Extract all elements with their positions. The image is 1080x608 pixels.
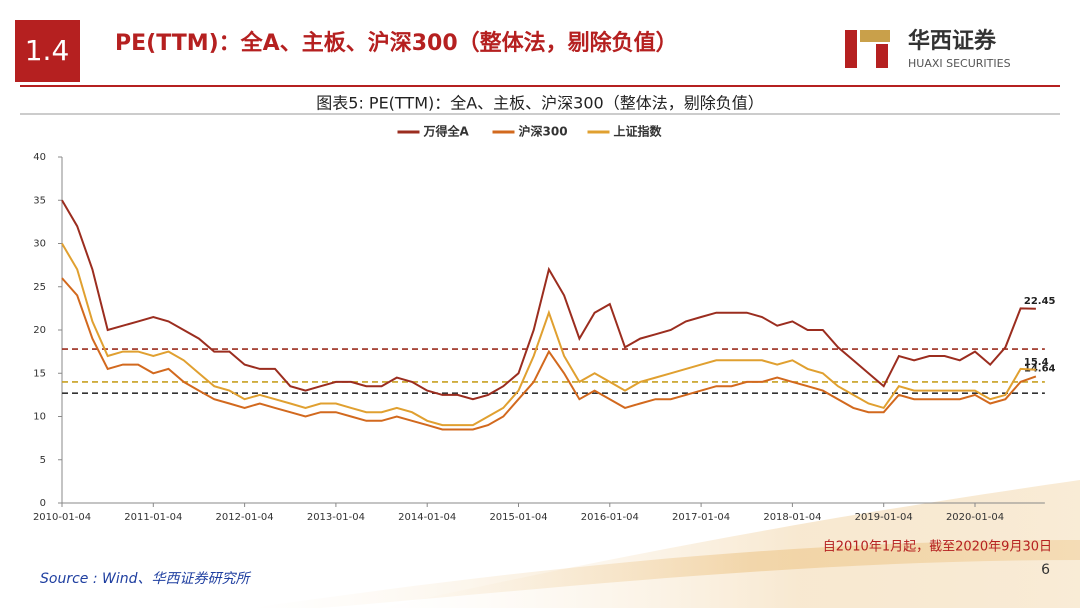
series-line [61, 199, 1036, 401]
logo-text: HUAXI SECURITIES [908, 57, 1011, 70]
x-tick-label: 2018-01-04 [763, 512, 821, 523]
x-tick-label: 2014-01-04 [398, 512, 456, 523]
legend-label: 沪深300 [519, 124, 568, 139]
series-line [61, 277, 1037, 431]
x-tick-label: 2019-01-04 [855, 512, 913, 523]
chart-title: 图表5: PE(TTM)：全A、主板、沪深300（整体法，剔除负值） [316, 94, 763, 113]
y-tick-label: 25 [33, 282, 46, 293]
series-line [61, 242, 1036, 427]
slide-title: PE(TTM)：全A、主板、沪深300（整体法，剔除负值） [115, 30, 678, 56]
plot: 0 5 10 15 20 25 30 35 40 2010-01-04 2011-01-04 2012… [33, 124, 1056, 524]
x-tick-label: 2020-01-04 [946, 512, 1004, 523]
end-label: 14.64 [1024, 363, 1056, 374]
y-tick-label: 10 [33, 412, 46, 423]
legend-label: 万得全A [423, 124, 470, 139]
y-tick-label: 20 [33, 325, 46, 336]
x-tick-label: 2013-01-04 [307, 512, 365, 523]
end-label: 15.4 [1024, 357, 1049, 368]
logo-mark [845, 30, 857, 68]
x-tick-label: 2015-01-04 [489, 512, 547, 523]
x-tick-label: 2012-01-04 [216, 512, 274, 523]
y-tick-label: 0 [40, 498, 46, 509]
chart-note: 自2010年1月起，截至2020年9月30日 [823, 540, 1052, 555]
page-number: 6 [1041, 562, 1050, 578]
logo-text: 华西证券 [908, 28, 997, 54]
y-tick-label: 30 [33, 239, 46, 250]
x-tick-label: 2016-01-04 [581, 512, 639, 523]
logo-mark [876, 44, 888, 68]
y-tick-label: 15 [33, 368, 46, 379]
legend-label: 上证指数 [614, 124, 663, 139]
source: Source : Wind、华西证券研究所 [40, 571, 252, 587]
logo-mark [860, 30, 890, 42]
section-number: 1.4 [25, 34, 70, 67]
x-tick-label: 2010-01-04 [33, 512, 91, 523]
y-tick-label: 5 [40, 455, 46, 466]
y-tick-label: 40 [33, 152, 46, 163]
x-tick-label: 2017-01-04 [672, 512, 730, 523]
decor-wave [250, 540, 1080, 608]
x-tick-label: 2011-01-04 [124, 512, 182, 523]
end-label: 22.45 [1024, 296, 1056, 307]
y-tick-label: 35 [33, 195, 46, 206]
section-box [15, 20, 80, 82]
